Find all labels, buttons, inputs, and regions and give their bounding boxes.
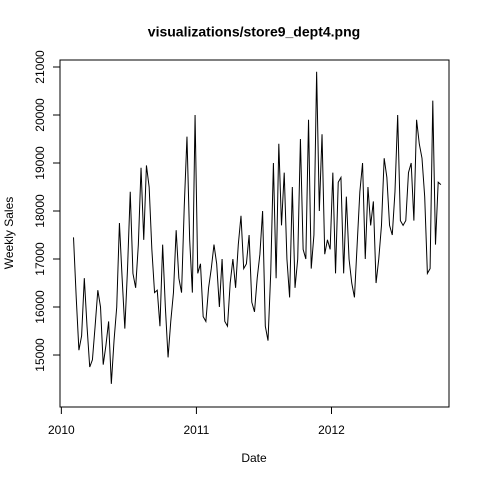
x-axis-label: Date [241,451,267,465]
y-tick-label: 20000 [33,98,47,132]
x-tick-label: 2011 [184,423,210,437]
plot-frame [59,59,450,408]
data-line [73,71,442,384]
x-tick-label: 2010 [48,423,75,437]
y-tick-label: 18000 [33,194,47,228]
y-tick-label: 15000 [33,338,47,372]
y-tick-label: 17000 [33,242,47,276]
y-tick-label: 19000 [33,146,47,180]
chart-title: visualizations/store9_dept4.png [148,24,360,40]
y-tick-label: 16000 [33,290,47,324]
x-tick-label: 2012 [318,423,345,437]
y-axis-label: Weekly Sales [2,197,16,269]
y-tick-label: 21000 [33,50,47,84]
